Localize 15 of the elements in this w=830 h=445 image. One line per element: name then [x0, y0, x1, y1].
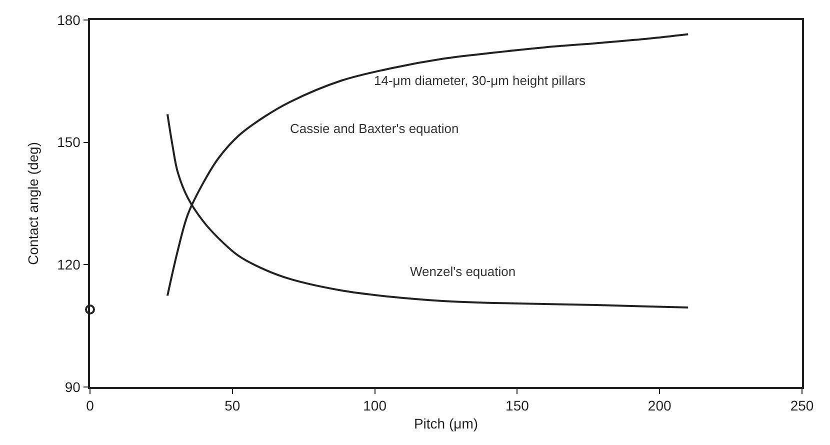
x-tick-label: 50	[224, 398, 240, 414]
y-axis-title: Contact angle (deg)	[25, 142, 42, 265]
annotation: Wenzel's equation	[410, 264, 516, 279]
x-tick-label: 150	[506, 398, 530, 414]
y-tick-label: 120	[57, 256, 81, 273]
x-tick-label: 200	[648, 398, 672, 414]
y-tick-label: 90	[64, 378, 81, 395]
x-axis-title: Pitch (μm)	[414, 415, 478, 432]
x-tick-label: 250	[790, 398, 814, 414]
x-tick-label: 0	[86, 398, 94, 414]
x-tick-label: 100	[363, 398, 387, 414]
y-tick-label: 180	[57, 12, 81, 28]
y-tick-label: 150	[57, 134, 81, 150]
annotation: Cassie and Baxter's equation	[290, 121, 459, 136]
annotation: 14-μm diameter, 30-μm height pillars	[374, 73, 586, 88]
